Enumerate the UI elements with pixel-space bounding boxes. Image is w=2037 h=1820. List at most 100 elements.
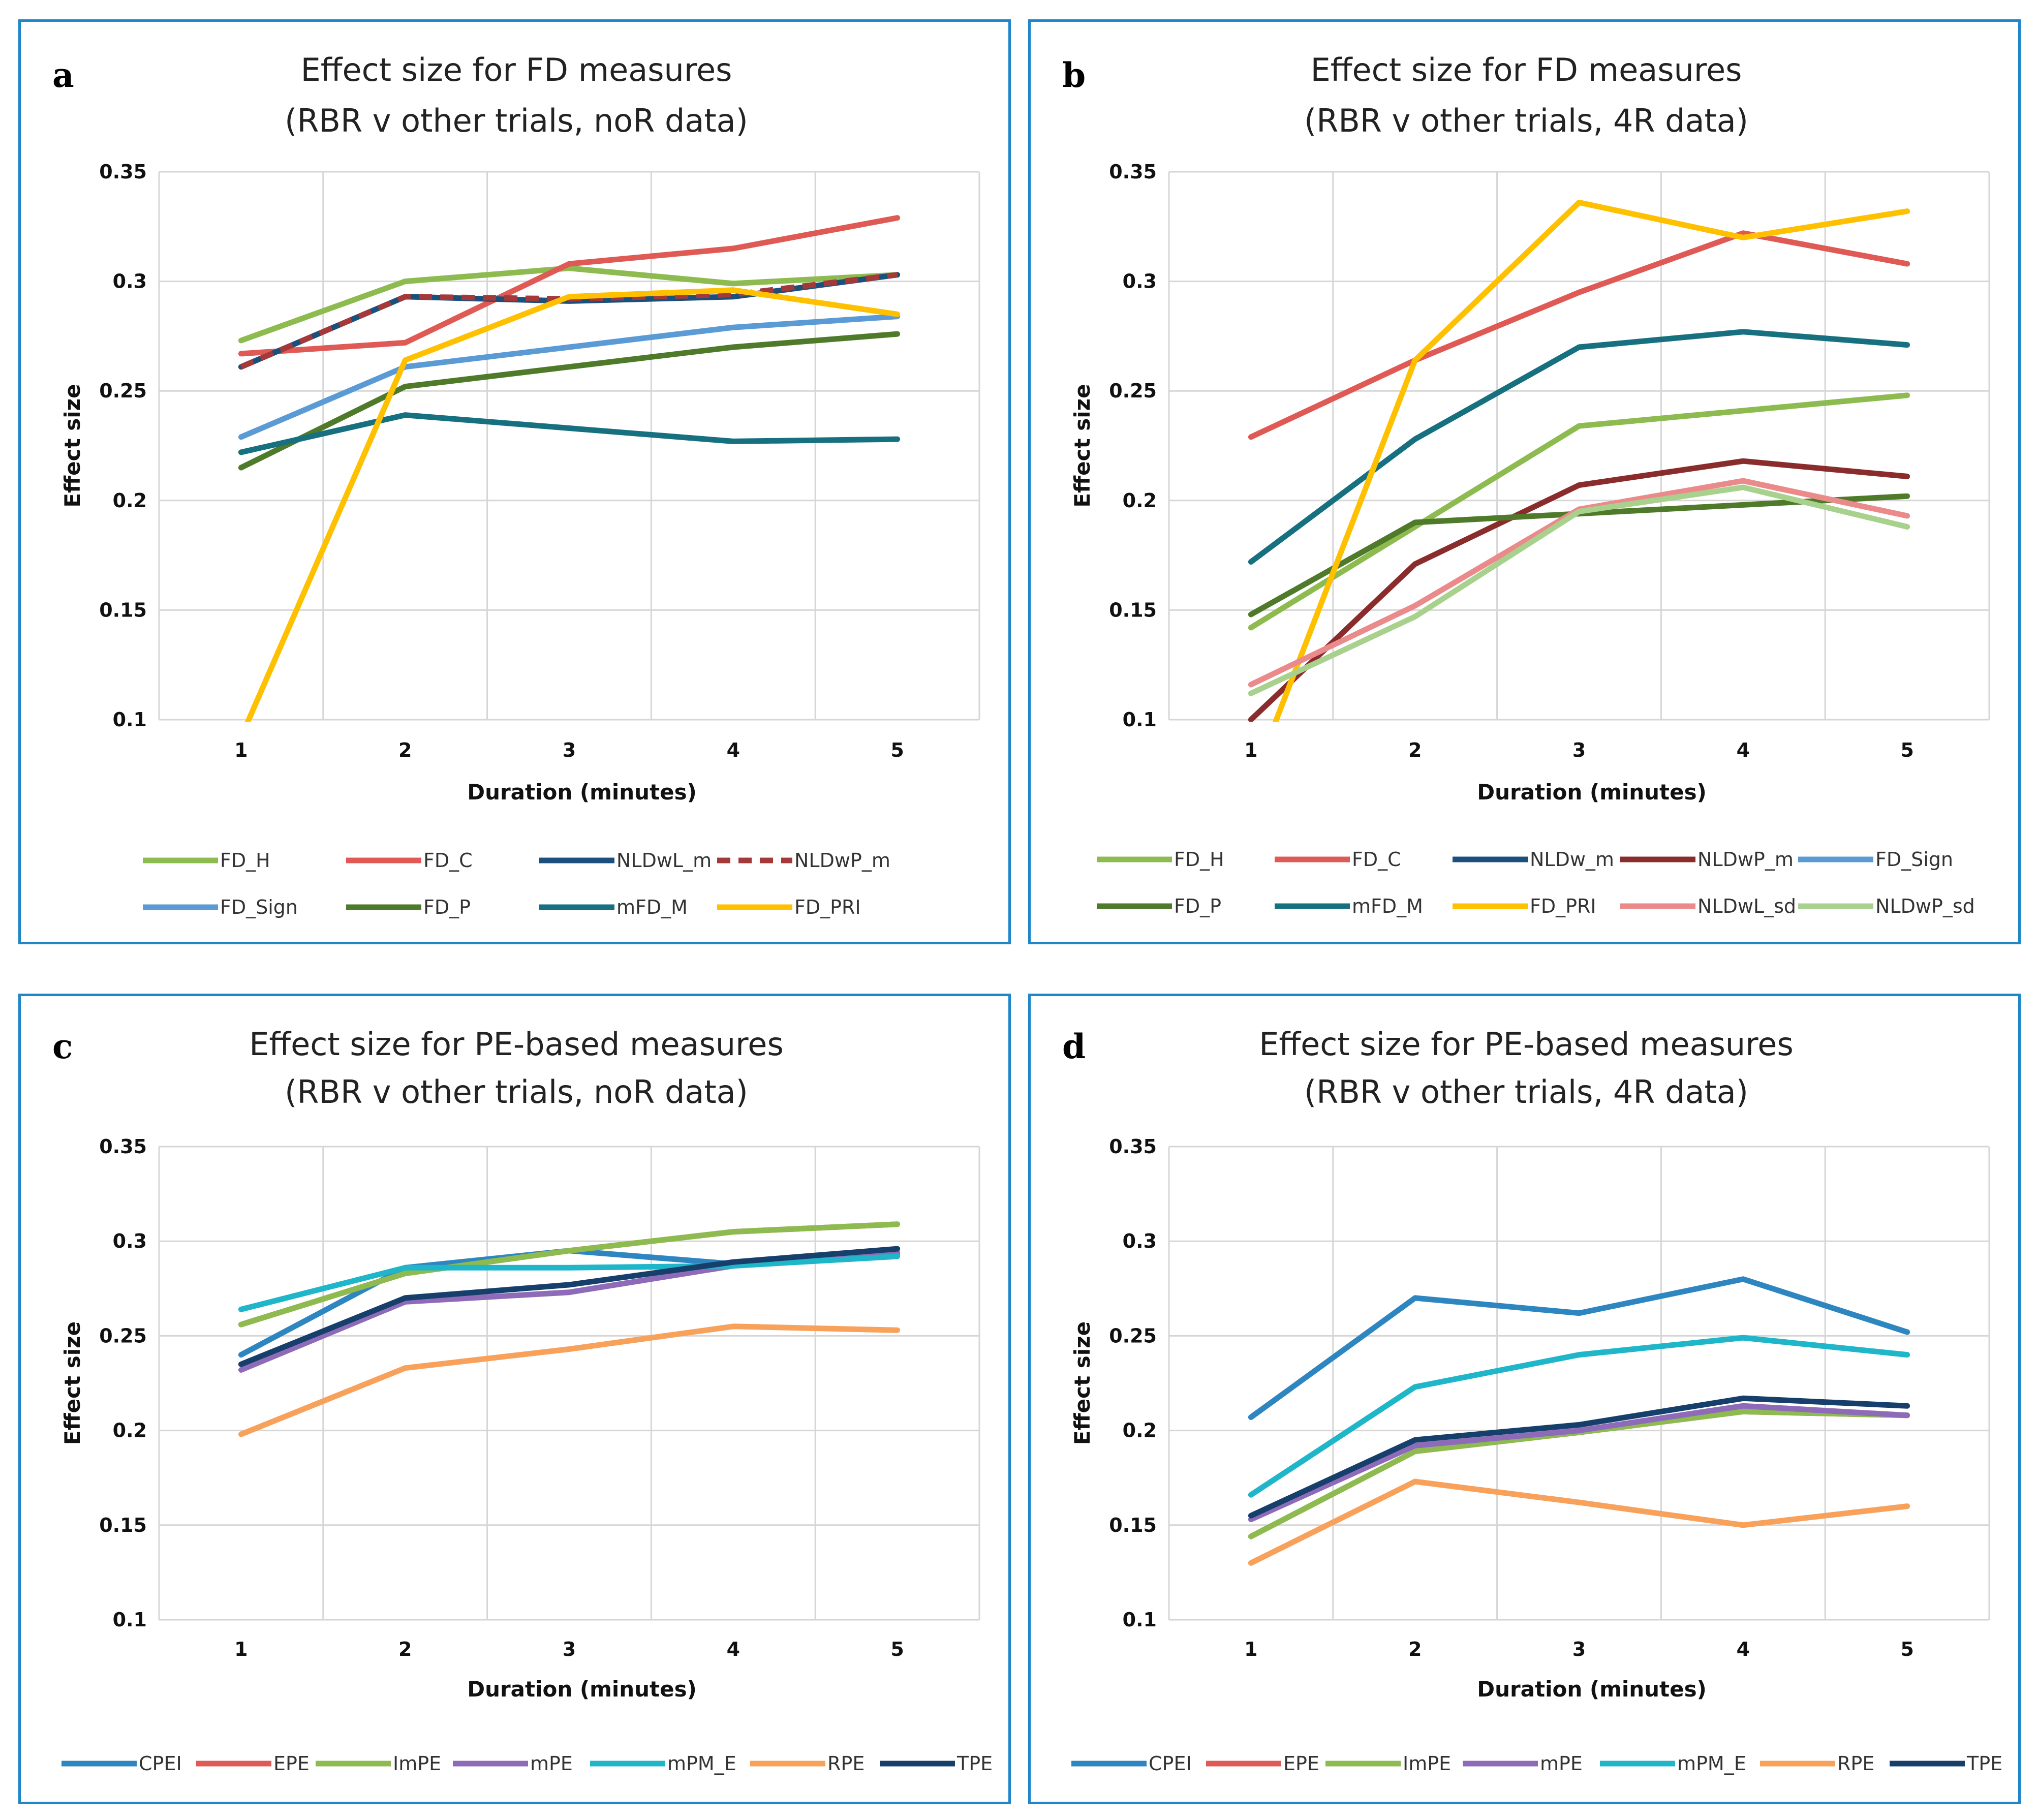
- series-line-fd-c: [1248, 230, 1910, 440]
- series-group: [238, 1221, 901, 1437]
- x-axis-label: Duration (minutes): [1477, 780, 1707, 805]
- y-tick-label: 0.3: [1123, 270, 1157, 293]
- series-group: [1248, 199, 1910, 722]
- chart-panel-b: b Effect size for FD measures (RBR v other…: [1028, 19, 2021, 944]
- series-line-fd-c: [238, 215, 901, 357]
- chart-svg-a: a Effect size for FD measures (RBR v other…: [52, 51, 980, 918]
- legend-label: FD_P: [423, 896, 471, 918]
- x-tick-label: 1: [1244, 1638, 1257, 1660]
- legend-label: NLDwP_sd: [1875, 895, 1975, 917]
- legend-label: FD_C: [1352, 848, 1401, 871]
- x-tick-label: 5: [1900, 739, 1913, 761]
- y-tick-label: 0.35: [1109, 161, 1157, 183]
- series-line-cpei: [1248, 1276, 1910, 1420]
- series-line-fd-sign: [238, 314, 901, 440]
- legend-label: FD_Sign: [220, 896, 298, 918]
- x-tick-label: 5: [1900, 1638, 1913, 1660]
- panel-letter: d: [1062, 1027, 1086, 1066]
- y-tick-label: 0.3: [113, 1230, 147, 1252]
- y-tick-label: 0.25: [1109, 380, 1157, 402]
- chart-title-line-1: Effect size for FD measures: [1311, 51, 1742, 88]
- legend-label: CPEI: [139, 1752, 182, 1775]
- y-tick-label: 0.35: [1109, 1135, 1157, 1158]
- chart-title-line-1: Effect size for PE-based measures: [1259, 1026, 1794, 1063]
- x-tick-label: 1: [1244, 739, 1257, 761]
- chart-panel-a: a Effect size for FD measures (RBR v other…: [18, 19, 1011, 944]
- y-tick-label: 0.15: [99, 599, 147, 621]
- series-line-nldwp-sd: [1248, 484, 1910, 696]
- x-tick-label: 3: [563, 739, 576, 761]
- chart-title-line-2: (RBR v other trials, noR data): [285, 102, 748, 139]
- y-axis-label: Effect size: [60, 384, 85, 507]
- x-tick-label: 1: [234, 739, 248, 761]
- series-line-fd-h: [1248, 392, 1910, 631]
- legend-label: ImPE: [1403, 1752, 1451, 1775]
- chart-panel-d: d Effect size for PE-based measures (RBR v…: [1028, 994, 2021, 1804]
- chart-title-line-1: Effect size for PE-based measures: [249, 1026, 784, 1063]
- legend-label: FD_PRI: [1530, 895, 1596, 917]
- legend-label: NLDwL_m: [616, 849, 712, 872]
- y-tick-label: 0.2: [113, 1420, 147, 1442]
- y-tick-label: 0.3: [1123, 1230, 1157, 1252]
- legend-label: FD_H: [1174, 848, 1224, 871]
- x-tick-label: 4: [727, 1638, 740, 1660]
- legend-label: mPM_E: [667, 1752, 736, 1775]
- chart-title-line-1: Effect size for FD measures: [301, 51, 732, 88]
- legend-label: mPE: [1540, 1752, 1583, 1775]
- x-tick-label: 4: [1737, 1638, 1750, 1660]
- chart-svg-c: c Effect size for PE-based measures (RBR v…: [52, 1026, 993, 1775]
- chart-svg-d: d Effect size for PE-based measures (RBR v…: [1062, 1026, 2002, 1775]
- panel-letter: b: [1062, 55, 1086, 95]
- series-line-tpe: [238, 1246, 901, 1367]
- x-axis-label: Duration (minutes): [1477, 1677, 1707, 1702]
- x-tick-label: 1: [234, 1638, 248, 1660]
- series-line-fd-pri: [1272, 199, 1910, 722]
- series-group: [1248, 1276, 1910, 1566]
- legend-label: TPE: [956, 1752, 993, 1775]
- x-tick-label: 3: [1572, 739, 1586, 761]
- x-tick-label: 4: [1737, 739, 1750, 761]
- y-tick-label: 0.15: [99, 1514, 147, 1536]
- legend-label: TPE: [1966, 1752, 2002, 1775]
- x-tick-label: 4: [727, 739, 740, 761]
- y-tick-label: 0.3: [113, 270, 147, 293]
- x-axis-label: Duration (minutes): [467, 780, 697, 805]
- legend-label: NLDw_m: [1530, 848, 1614, 871]
- x-axis-label: Duration (minutes): [467, 1677, 697, 1702]
- legend-label: FD_H: [220, 849, 270, 872]
- y-axis-label: Effect size: [1070, 1321, 1095, 1445]
- legend-label: ImPE: [393, 1752, 441, 1775]
- x-tick-label: 5: [890, 1638, 904, 1660]
- legend-label: CPEI: [1149, 1752, 1192, 1775]
- series-line-mpm-e: [238, 1253, 901, 1312]
- series-line-tpe: [1248, 1395, 1910, 1519]
- chart-panel-c: c Effect size for PE-based measures (RBR v…: [18, 994, 1011, 1804]
- y-tick-label: 0.2: [1123, 1420, 1157, 1442]
- series-line-mfd-m: [1248, 329, 1910, 565]
- legend-label: NLDwP_m: [1698, 848, 1794, 871]
- y-tick-label: 0.25: [99, 1324, 147, 1347]
- x-tick-label: 2: [398, 739, 412, 761]
- legend-label: NLDwL_sd: [1698, 895, 1796, 917]
- series-line-nldwp-m: [1248, 458, 1910, 722]
- legend-label: mPE: [530, 1752, 573, 1775]
- series-line-mpe: [1248, 1403, 1910, 1523]
- y-tick-label: 0.35: [99, 1135, 147, 1158]
- y-tick-label: 0.2: [113, 489, 147, 512]
- legend-label: NLDwP_m: [794, 849, 890, 872]
- series-line-fd-h: [238, 265, 901, 344]
- legend-label: mFD_M: [616, 896, 688, 918]
- y-tick-label: 0.25: [1109, 1324, 1157, 1347]
- legend-label: FD_PRI: [794, 896, 861, 918]
- series-line-rpe: [1248, 1478, 1910, 1566]
- legend-label: EPE: [1283, 1752, 1319, 1775]
- x-tick-label: 2: [1408, 739, 1422, 761]
- y-tick-label: 0.2: [1123, 489, 1157, 512]
- y-tick-label: 0.1: [113, 708, 147, 731]
- y-axis-label: Effect size: [1070, 384, 1095, 507]
- series-line-rpe: [238, 1323, 901, 1437]
- x-tick-label: 3: [1572, 1638, 1586, 1660]
- series-line-fd-pri: [244, 287, 901, 722]
- y-tick-label: 0.15: [1109, 599, 1157, 621]
- legend-label: FD_C: [423, 849, 473, 872]
